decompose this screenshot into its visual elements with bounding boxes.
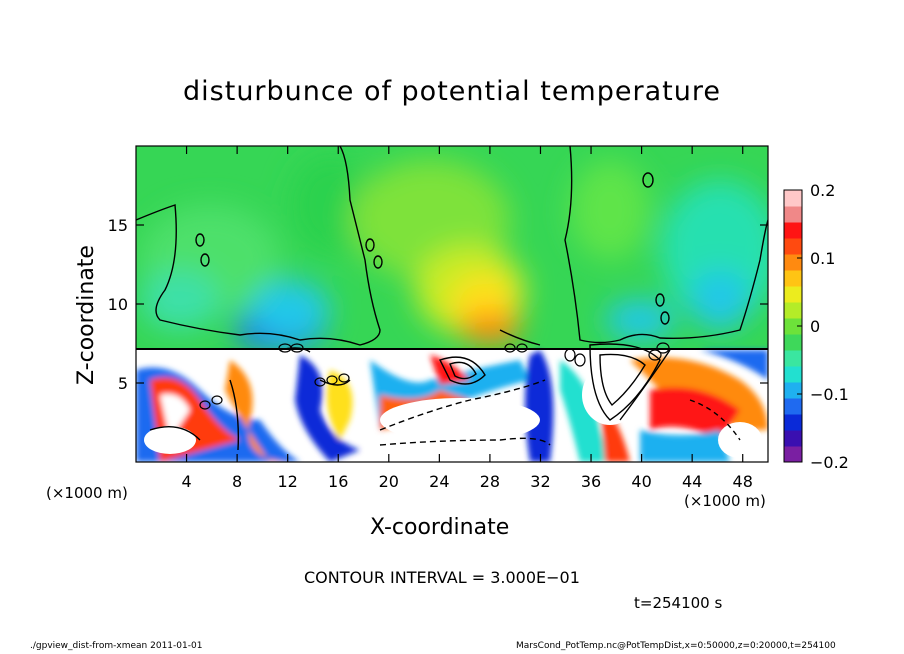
colorbar-segment (784, 222, 802, 239)
x-tick-label: 32 (530, 472, 550, 491)
colorbar-segment (784, 382, 802, 399)
colorbar-segment (784, 414, 802, 431)
colorbar-segment (784, 254, 802, 271)
x-tick-label: 48 (733, 472, 753, 491)
colorbar-tick-label: 0.1 (810, 249, 835, 268)
x-axis-label: X-coordinate (370, 515, 510, 540)
colorbar-tick-label: 0.2 (810, 181, 835, 200)
colorbar-segment (784, 286, 802, 303)
x-tick-label: 8 (232, 472, 242, 491)
colorbar-segment (784, 366, 802, 383)
x-axis: 4 8 12 16 20 24 28 32 36 40 44 48 (181, 146, 753, 491)
colorbar-segment (784, 430, 802, 447)
upper-layer-shading (140, 155, 768, 352)
y-axis-label: Z-coordinate (74, 245, 99, 385)
x-tick-label: 28 (480, 472, 500, 491)
x-tick-label: 24 (429, 472, 449, 491)
x-tick-label: 12 (278, 472, 298, 491)
footer-script-info: ./gpview_dist-from-xmean 2011-01-01 (30, 641, 203, 651)
y-tick-label: 5 (118, 374, 128, 393)
colorbar-segment (784, 318, 802, 335)
contour-lines (136, 146, 768, 451)
colorbar-segment (784, 302, 802, 319)
contour-interval-note: CONTOUR INTERVAL = 3.000E−01 (304, 568, 580, 587)
colorbar-segment (784, 334, 802, 351)
colorbar-segment (784, 238, 802, 255)
colorbar-tick-label: −0.2 (810, 453, 849, 472)
calm-region (380, 398, 540, 442)
colorbar-segment (784, 446, 802, 463)
colorbar-tick-label: 0 (810, 317, 820, 336)
colorbar-tick-label: −0.1 (810, 385, 849, 404)
calm-region (582, 365, 638, 425)
colorbar-segment (784, 270, 802, 287)
x-axis-unit: (×1000 m) (46, 484, 128, 502)
x-tick-label: 36 (581, 472, 601, 491)
x-tick-label: 20 (379, 472, 399, 491)
chart-title: disturbunce of potential temperature (183, 76, 721, 107)
x-tick-label: 44 (682, 472, 702, 491)
colorbar-segment (784, 206, 802, 223)
colorbar-segment (784, 190, 802, 207)
calm-region (144, 426, 196, 454)
colorbar-segment (784, 350, 802, 367)
time-label: t=254100 s (634, 594, 723, 612)
y-axis: 5 10 15 (108, 216, 768, 393)
colorbar-segment (784, 398, 802, 415)
x-tick-label: 4 (181, 472, 191, 491)
x-tick-label: 40 (631, 472, 651, 491)
heatmap-field (136, 146, 768, 462)
y-tick-label: 10 (108, 295, 128, 314)
colorbar: 0.2 0.1 0 −0.1 −0.2 (783, 181, 849, 472)
y-tick-label: 15 (108, 216, 128, 235)
contour-small-loops (199, 342, 670, 410)
x-axis-unit-right: (×1000 m) (684, 492, 766, 510)
x-tick-label: 16 (328, 472, 348, 491)
footer-data-source: MarsCond_PotTemp.nc@PotTempDist,x=0:5000… (516, 641, 836, 651)
